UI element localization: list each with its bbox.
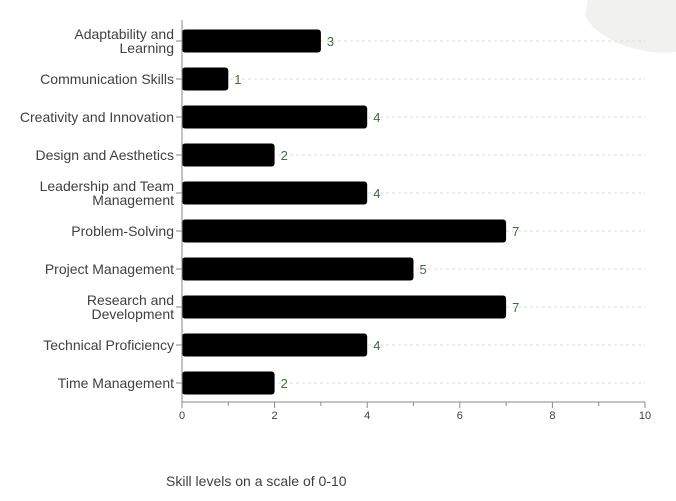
- labels: 3 Adaptability and Learning 1 Communication …: [20, 26, 651, 422]
- bar: [182, 333, 368, 357]
- category-label: Design and Aesthetics: [35, 147, 174, 163]
- x-tick-label: 6: [457, 410, 463, 422]
- x-tick-label: 2: [272, 410, 278, 422]
- bar: [182, 181, 368, 205]
- bar-value-label: 5: [420, 262, 427, 277]
- bar: [182, 67, 229, 91]
- bar-value-label: 2: [281, 376, 288, 391]
- category-label: Problem-Solving: [71, 223, 174, 239]
- category-label: Creativity and Innovation: [20, 109, 174, 125]
- bar-value-label: 4: [373, 338, 380, 353]
- bar-value-label: 7: [512, 300, 519, 315]
- bar: [182, 143, 275, 167]
- x-tick-label: 4: [364, 410, 370, 422]
- category-label: Adaptability and Learning: [74, 26, 174, 56]
- category-label: Leadership and Team Management: [40, 178, 175, 208]
- x-tick-label: 0: [179, 410, 185, 422]
- bar: [182, 219, 507, 243]
- bar: [182, 257, 414, 281]
- bar: [182, 371, 275, 395]
- axes: [176, 20, 646, 408]
- bar-value-label: 1: [234, 72, 241, 87]
- bar-value-label: 4: [373, 110, 380, 125]
- corner-decoration: [585, 0, 676, 53]
- bar: [182, 29, 321, 53]
- category-label: Research and Development: [87, 292, 174, 322]
- category-label: Technical Proficiency: [43, 337, 174, 353]
- bars: [182, 29, 507, 395]
- grid-lines: [182, 40, 645, 384]
- bar-value-label: 3: [327, 34, 334, 49]
- category-label: Project Management: [45, 261, 174, 277]
- bar-value-label: 2: [281, 148, 288, 163]
- bar: [182, 105, 368, 129]
- bar: [182, 295, 507, 319]
- x-tick-label: 8: [549, 410, 555, 422]
- bar-value-label: 7: [512, 224, 519, 239]
- category-label: Time Management: [58, 375, 174, 391]
- x-axis-title: Skill levels on a scale of 0-10: [166, 473, 347, 489]
- x-tick-label: 10: [639, 410, 651, 422]
- category-label: Communication Skills: [40, 71, 174, 87]
- bar-value-label: 4: [373, 186, 380, 201]
